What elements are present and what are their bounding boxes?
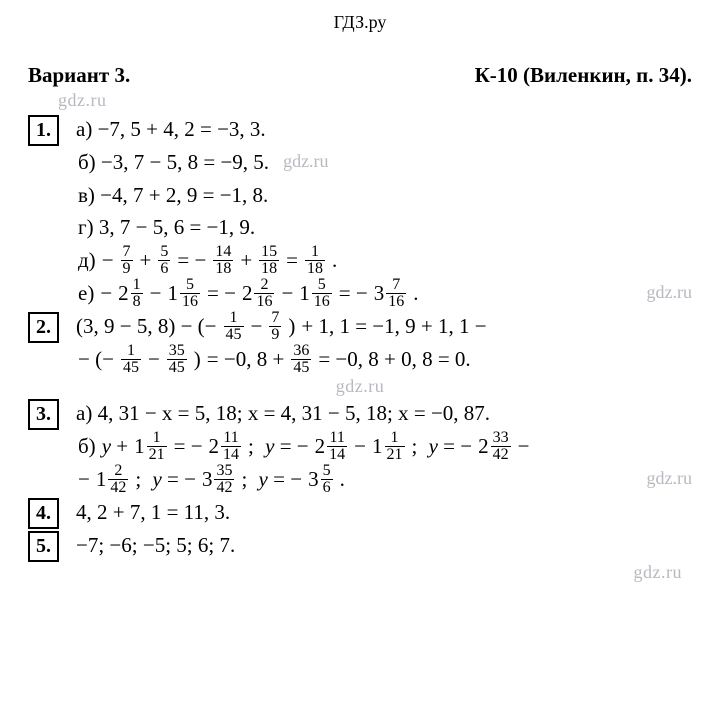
watermark: gdz.ru xyxy=(58,90,692,111)
watermark: gdz.ru xyxy=(647,465,692,493)
p5-text: −7; −6; −5; 5; 6; 7. xyxy=(76,529,235,562)
p3-number: 3. xyxy=(28,399,59,430)
p1-e-label: д) xyxy=(78,244,96,277)
p1-line-e: д) −79 + 56 = −1418 + 1518 = 118. xyxy=(28,244,692,277)
site-title: ГДЗ.ру xyxy=(28,12,692,33)
reference-label: К-10 (Виленкин, п. 34). xyxy=(475,63,692,88)
p1-line-a: 1. а) −7, 5 + 4, 2 = −3, 3. xyxy=(28,113,692,146)
p3-line-b2: −1242; y = −33542; y = −356. gdz.ru xyxy=(28,463,692,496)
p1-c: в) −4, 7 + 2, 9 = −1, 8. xyxy=(78,179,268,212)
p1-line-b: б) −3, 7 − 5, 8 = −9, 5. gdz.ru xyxy=(28,146,692,179)
page: ГДЗ.ру Вариант 3. К-10 (Виленкин, п. 34)… xyxy=(0,0,720,603)
p5-line: 5. −7; −6; −5; 5; 6; 7. xyxy=(28,529,692,562)
p1-b: б) −3, 7 − 5, 8 = −9, 5. xyxy=(78,146,269,179)
watermark: gdz.ru xyxy=(647,279,692,307)
p3-line-b1: б) y + 1121 = −21114; y = −21114 − 1121;… xyxy=(28,430,692,463)
p2-line-2: − (−145 − 3545) = −0, 8 + 3645 = −0, 8 +… xyxy=(28,343,692,376)
p4-number: 4. xyxy=(28,498,59,529)
p1-d: г) 3, 7 − 5, 6 = −1, 9. xyxy=(78,211,255,244)
watermark: gdz.ru xyxy=(28,376,692,397)
p1-f-label: е) xyxy=(78,277,94,310)
header: Вариант 3. К-10 (Виленкин, п. 34). xyxy=(28,63,692,88)
p3-b-label: б) xyxy=(78,430,96,463)
p2-line-1: 2. (3, 9 − 5, 8) − (−145 − 79) + 1, 1 = … xyxy=(28,310,692,343)
p4-line: 4. 4, 2 + 7, 1 = 11, 3. xyxy=(28,496,692,529)
p1-a: а) −7, 5 + 4, 2 = −3, 3. xyxy=(76,113,266,146)
p1-line-c: в) −4, 7 + 2, 9 = −1, 8. xyxy=(28,179,692,212)
p1-number: 1. xyxy=(28,115,59,146)
watermark: gdz.ru xyxy=(283,148,328,176)
p3-a: а) 4, 31 − x = 5, 18; x = 4, 31 − 5, 18;… xyxy=(76,397,490,430)
p1-line-f: е) −218 − 1516 = −2216 − 1516 = −3716. g… xyxy=(28,277,692,310)
p4-text: 4, 2 + 7, 1 = 11, 3. xyxy=(76,496,230,529)
p1-line-d: г) 3, 7 − 5, 6 = −1, 9. xyxy=(28,211,692,244)
p3-line-a: 3. а) 4, 31 − x = 5, 18; x = 4, 31 − 5, … xyxy=(28,397,692,430)
watermark: gdz.ru xyxy=(28,562,692,583)
variant-label: Вариант 3. xyxy=(28,63,130,88)
p2-number: 2. xyxy=(28,312,59,343)
p5-number: 5. xyxy=(28,531,59,562)
